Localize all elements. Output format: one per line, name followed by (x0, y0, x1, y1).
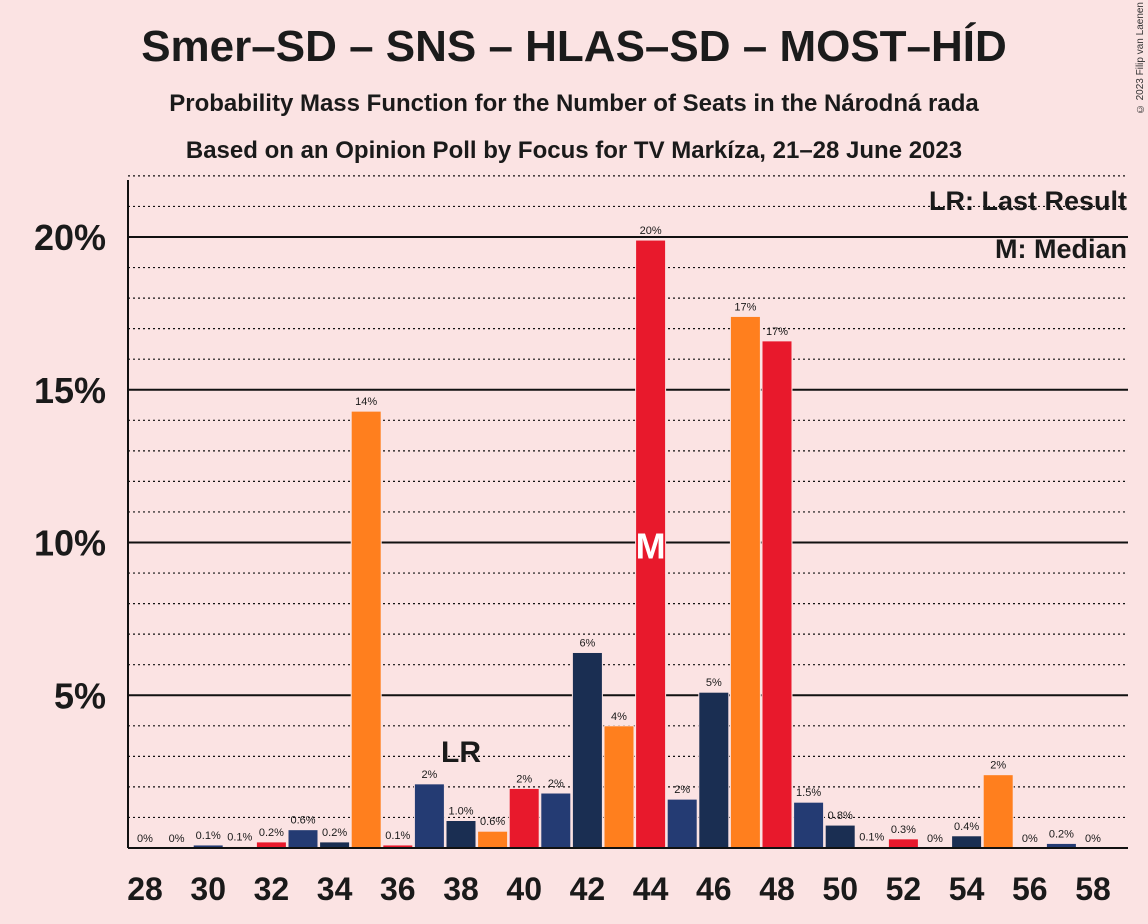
chart-subtitle-2: Based on an Opinion Poll by Focus for TV… (185, 137, 963, 164)
grid-lines (128, 175, 1128, 819)
bar-value-label: 0% (137, 833, 153, 845)
bar-value-label: 0% (1022, 833, 1038, 845)
bar-seat-54 (951, 835, 983, 849)
bar-value-label: 4% (611, 711, 627, 723)
x-tick-label: 56 (1012, 871, 1048, 907)
bar-value-label: 6% (579, 637, 595, 649)
x-tick-label: 46 (696, 871, 732, 907)
y-tick-label: 5% (54, 675, 106, 716)
y-tick-label: 20% (34, 217, 106, 258)
bar-value-label: 2% (548, 778, 564, 790)
bar-value-label: 0.1% (196, 830, 221, 842)
bar-value-label: 0% (927, 833, 943, 845)
bar-value-label: 0.2% (259, 827, 284, 839)
x-tick-label: 42 (570, 871, 606, 907)
bar-seat-50 (824, 824, 856, 849)
bar-value-label: 1.0% (448, 806, 473, 818)
bar-seat-33 (287, 829, 319, 849)
y-tick-label: 10% (34, 523, 106, 564)
bar-seat-48 (761, 340, 793, 849)
median-marker: M (636, 526, 666, 567)
bar-value-label: 14% (355, 396, 377, 408)
x-tick-label: 50 (822, 871, 858, 907)
x-tick-label: 32 (254, 871, 290, 907)
bar-seat-52 (887, 838, 919, 849)
x-tick-label: 30 (190, 871, 226, 907)
x-tick-label: 58 (1075, 871, 1111, 907)
legend-median: M: Median (995, 234, 1127, 264)
bar-value-label: 0% (169, 833, 185, 845)
bar-value-label: 0.4% (954, 821, 979, 833)
bar-seat-38 (445, 820, 477, 849)
bar-seat-42 (571, 651, 603, 849)
x-tick-label: 34 (317, 871, 353, 907)
bar-value-label: 2% (674, 784, 690, 796)
bar-value-label: 0.3% (891, 824, 916, 836)
bar-value-label: 2% (516, 773, 532, 785)
bar-value-label: 0.6% (480, 816, 505, 828)
bar-value-label: 0.1% (385, 830, 410, 842)
bar-value-label: 2% (421, 769, 437, 781)
bar-value-label: 17% (734, 301, 756, 313)
bar-seat-46 (698, 691, 730, 849)
bar-seat-55 (982, 774, 1014, 849)
x-tick-label: 40 (506, 871, 542, 907)
x-tick-label: 44 (633, 871, 669, 907)
chart-subtitle-1: Probability Mass Function for the Number… (169, 90, 979, 117)
x-tick-label: 28 (127, 871, 163, 907)
bar-seat-45 (666, 798, 698, 849)
bar-value-label: 5% (706, 677, 722, 689)
bar-seat-43 (603, 725, 635, 849)
bar-seat-49 (793, 801, 825, 849)
last-result-marker: LR (441, 736, 481, 769)
bar-seat-37 (413, 783, 445, 849)
bar-value-label: 2% (990, 760, 1006, 772)
x-tick-label: 38 (443, 871, 479, 907)
bar-seat-40 (508, 787, 540, 849)
bar-value-label: 0.6% (290, 815, 315, 827)
bar-seat-35 (350, 410, 382, 849)
bar-seat-47 (729, 315, 761, 849)
bar-value-label: 0.1% (227, 831, 252, 843)
bar-seat-41 (540, 792, 572, 849)
bar-seat-44 (635, 239, 667, 849)
bar-value-label: 1.5% (796, 787, 821, 799)
bar-value-label: 0.2% (322, 827, 347, 839)
bar-seat-39 (477, 830, 509, 849)
chart-title: Smer–SD – SNS – HLAS–SD – MOST–HÍD (141, 22, 1007, 71)
bar-value-label: 17% (766, 326, 788, 338)
bar-value-label: 0.8% (828, 810, 853, 822)
bar-value-label: 0.1% (859, 831, 884, 843)
legend-last-result: LR: Last Result (929, 186, 1127, 216)
y-tick-label: 15% (34, 370, 106, 411)
axes: 5% 10% 15% 20% 28 30 32 34 36 38 40 42 44 46 48 50 52 54 5… (34, 180, 1128, 907)
bar-value-label: 0% (1085, 833, 1101, 845)
x-tick-label: 48 (759, 871, 795, 907)
bar-labels: 0% 0% 0.1% 0.1% 0.2% 0.6% 0.2% 14% 0.1% 2% 1.0% 0.6… (137, 225, 1101, 845)
x-tick-label: 36 (380, 871, 416, 907)
bar-value-label: 0.2% (1049, 828, 1074, 840)
bar-value-label: 20% (640, 225, 662, 237)
x-tick-label: 54 (949, 871, 985, 907)
x-tick-label: 52 (886, 871, 922, 907)
